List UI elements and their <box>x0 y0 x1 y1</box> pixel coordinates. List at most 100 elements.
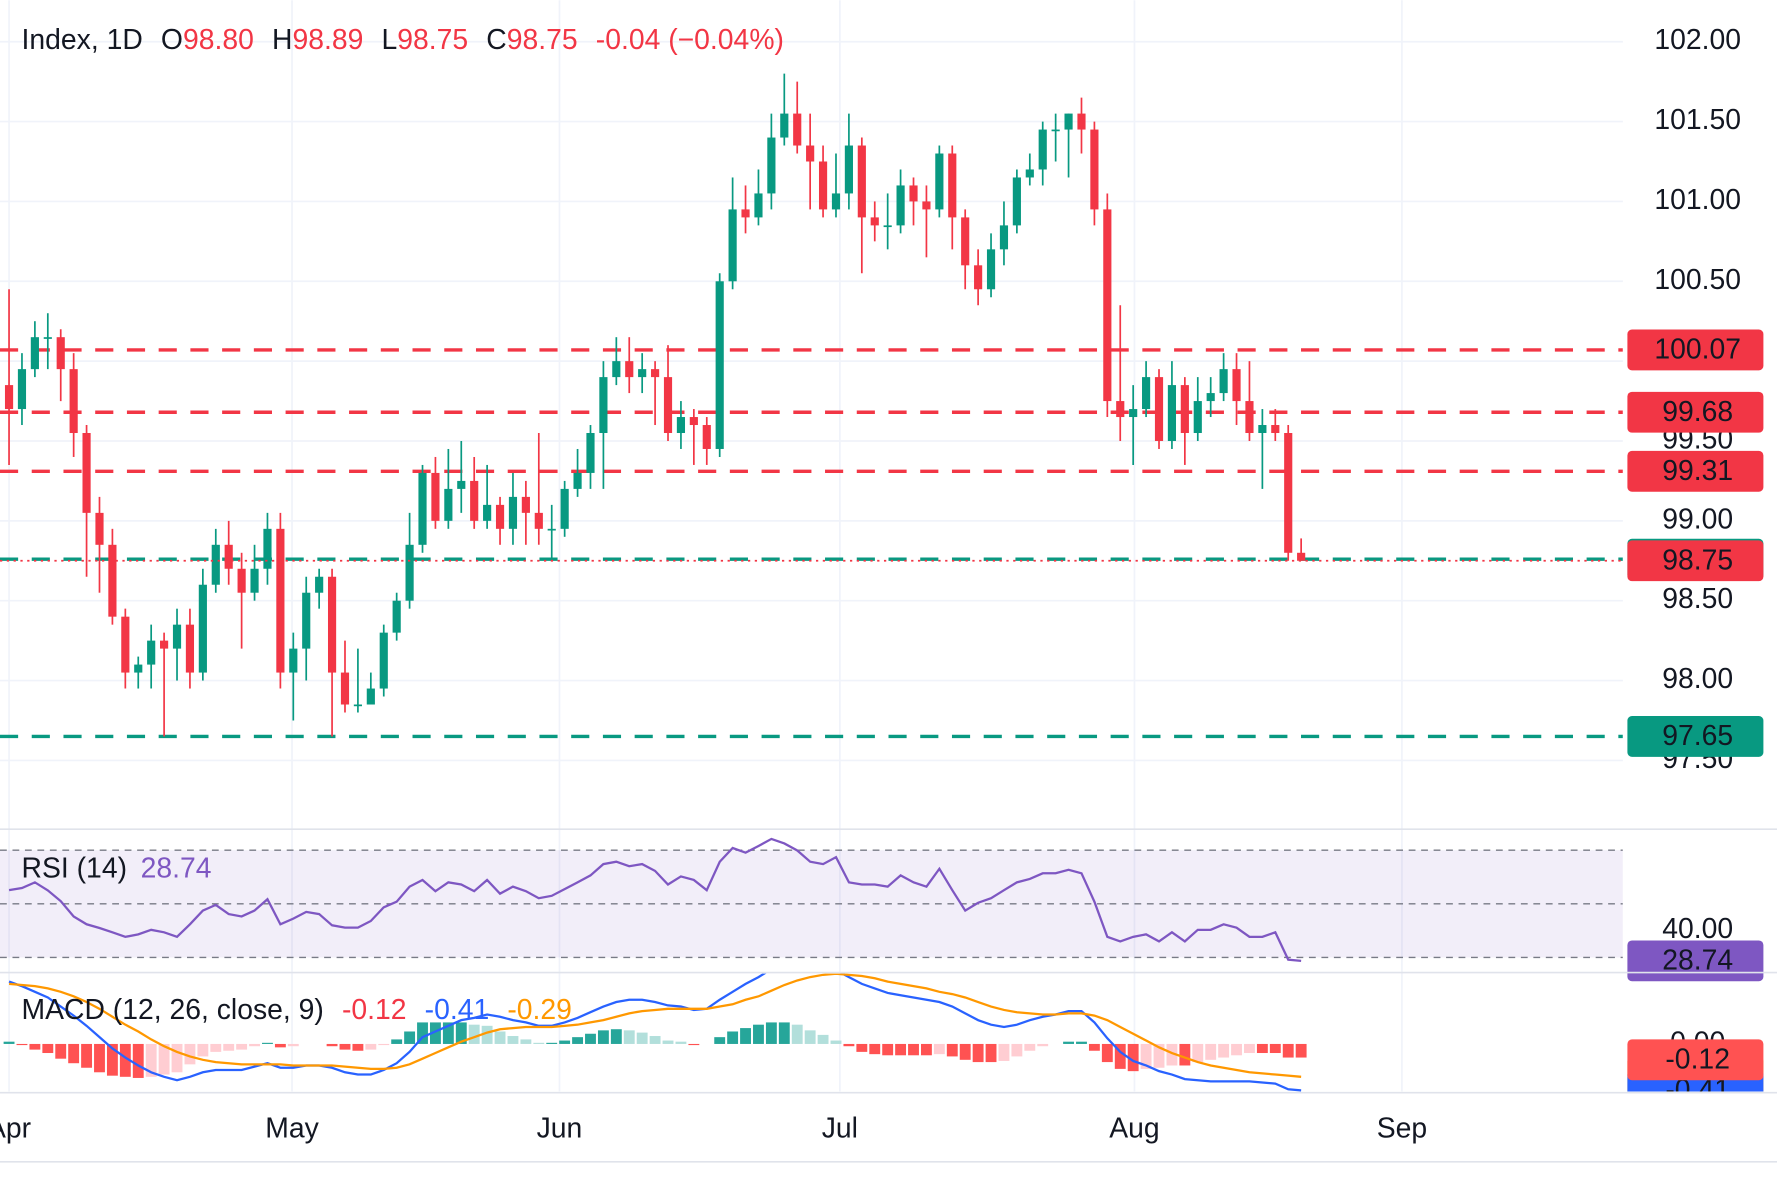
candle-body <box>715 281 724 449</box>
y-tick-label: 40.00 <box>1662 913 1733 945</box>
candle-body <box>1232 369 1241 402</box>
level-label-text: 99.31 <box>1662 455 1733 487</box>
candle-body <box>767 137 776 194</box>
y-tick-label: 102.00 <box>1654 24 1741 56</box>
candle-body <box>948 153 957 218</box>
macd-histogram-bar <box>1101 1043 1113 1063</box>
candle-body <box>302 592 311 649</box>
candle-body <box>1271 425 1280 434</box>
candle-body <box>573 472 582 489</box>
candle-body <box>534 512 543 529</box>
last-price-box <box>1627 540 1764 582</box>
rsi-legend: RSI (14) 28.74 <box>22 853 212 885</box>
macd-histogram-bar <box>804 1030 816 1044</box>
candle-body <box>1090 129 1099 210</box>
macd-hist-value: -0.12 <box>342 995 407 1027</box>
macd-histogram-bar <box>998 1043 1010 1061</box>
macd-histogram-bar <box>1127 1043 1139 1072</box>
macd-histogram-bar <box>417 1022 428 1044</box>
legend-value: 98.80 <box>183 25 254 57</box>
macd-histogram-bar <box>765 1022 777 1044</box>
x-tick-label: Apr <box>0 1113 31 1145</box>
legend-value: 98.75 <box>507 25 578 57</box>
level-label-box <box>1627 716 1764 757</box>
candle-body <box>638 369 647 378</box>
candle-body <box>172 624 182 649</box>
macd-histogram-bar <box>16 1043 28 1046</box>
candle-body <box>1116 401 1125 418</box>
candle-body <box>1129 409 1138 418</box>
macd-histogram-bar <box>1011 1043 1023 1057</box>
candle-body <box>818 161 828 210</box>
candle-body <box>857 145 866 218</box>
candle-body <box>108 544 117 617</box>
candle-body <box>56 337 65 370</box>
candle-body <box>547 528 556 531</box>
macd-histogram-bar <box>1231 1043 1242 1056</box>
candle-body <box>121 616 130 673</box>
candle-body <box>831 193 841 210</box>
macd-histogram-bar <box>1282 1043 1294 1058</box>
candle-body <box>392 600 401 633</box>
macd-histogram-bar <box>442 1022 454 1044</box>
y-tick-label: 101.50 <box>1654 104 1741 136</box>
macd-pane <box>3 973 1307 1092</box>
macd-histogram-bar <box>1153 1043 1165 1068</box>
macd-histogram-bar <box>985 1043 997 1063</box>
macd-histogram-bar <box>287 1043 299 1047</box>
candle-body <box>844 145 853 194</box>
candle-body <box>237 568 246 593</box>
candle-body <box>211 544 220 585</box>
symbol: Index, 1D <box>22 25 143 57</box>
macd-histogram-bar <box>1063 1041 1075 1044</box>
macd-histogram-bar <box>688 1043 700 1046</box>
candle-body <box>1167 385 1177 441</box>
macd-histogram-bar <box>171 1043 183 1073</box>
macd-histogram-bar <box>882 1043 894 1056</box>
candle-body <box>353 704 362 707</box>
macd-histogram-bar <box>1256 1043 1268 1054</box>
macd-histogram-bar <box>533 1042 545 1044</box>
macd-histogram-bar <box>662 1040 674 1044</box>
candle-body <box>289 648 298 673</box>
candle-body <box>82 433 91 513</box>
legend-value: 98.89 <box>292 25 363 57</box>
macd-histogram-bar <box>119 1043 131 1077</box>
macd-histogram-bar <box>1295 1043 1307 1058</box>
macd-histogram-bar <box>1114 1043 1126 1069</box>
macd-histogram-bar <box>946 1043 958 1057</box>
candle-body <box>625 361 634 378</box>
macd-histogram-bar <box>1024 1043 1036 1051</box>
rsi-title: RSI (14) <box>22 853 127 885</box>
candle-body <box>689 417 698 426</box>
macd-histogram-bar <box>404 1031 416 1044</box>
candle-body <box>147 640 156 665</box>
x-tick-label: Jul <box>822 1113 858 1145</box>
x-tick-label: Sep <box>1377 1113 1427 1145</box>
macd-histogram-bar <box>468 1024 480 1044</box>
axes: AprMayJunJulAugSep97.5098.0098.5099.0099… <box>0 24 1764 1145</box>
price-pane <box>0 73 1623 739</box>
candle-body <box>198 584 207 673</box>
candle-body <box>30 337 39 370</box>
macd-histogram-bar <box>378 1043 390 1046</box>
candle-body <box>780 113 789 138</box>
macd-histogram-bar <box>895 1043 907 1056</box>
candle-body <box>1206 393 1215 402</box>
macd-histogram-bar <box>1166 1043 1178 1066</box>
macd-histogram-bar <box>1140 1043 1152 1069</box>
macd-histogram-bar <box>249 1043 260 1047</box>
candle-body <box>935 153 944 210</box>
level-label-text: 99.68 <box>1662 396 1733 428</box>
macd-histogram-bar <box>55 1043 67 1059</box>
macd-histogram-bar <box>856 1043 868 1052</box>
candle-body <box>431 472 440 521</box>
macd-line <box>8 973 1302 1078</box>
macd-histogram-bar <box>106 1043 118 1076</box>
macd-histogram-bar <box>908 1043 919 1056</box>
macd-histogram-bar <box>1088 1043 1100 1051</box>
macd-histogram-bar <box>972 1043 984 1063</box>
candle-body <box>1077 113 1086 130</box>
